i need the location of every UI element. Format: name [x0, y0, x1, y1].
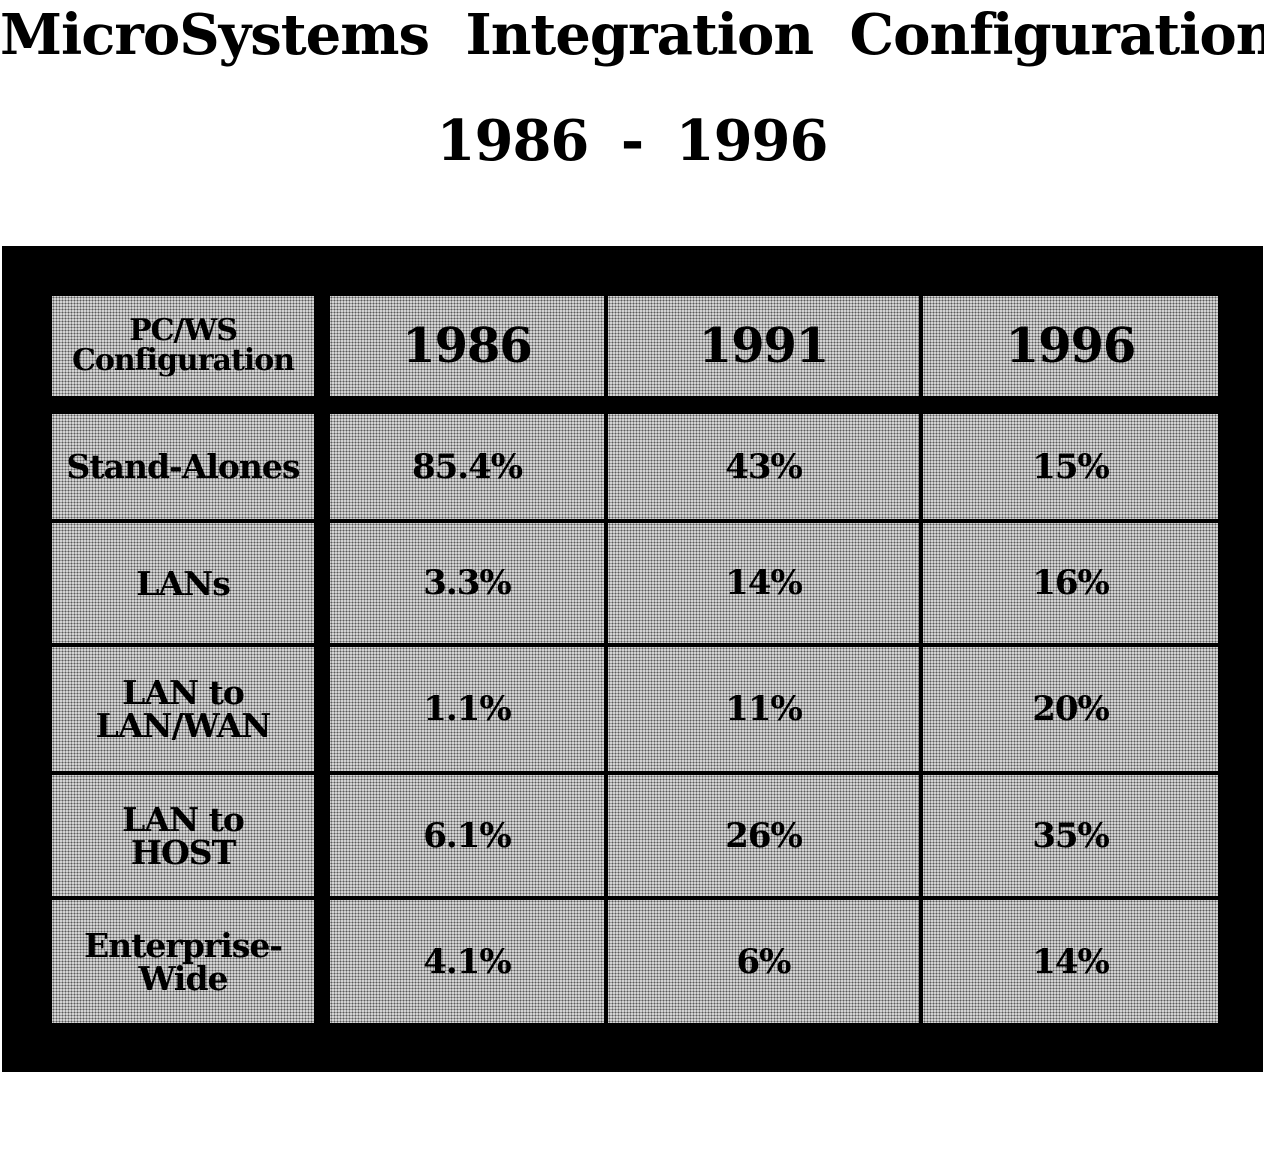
configuration-table: PC/WS Configuration 1986 1991 1996 Stand…	[52, 296, 1218, 1023]
column-divider	[324, 296, 330, 1023]
table-cell: 6%	[608, 900, 919, 1023]
row-divider	[52, 771, 1218, 775]
table-cell: 35%	[923, 775, 1218, 896]
column-divider	[919, 296, 923, 1023]
page-title: MicroSystems Integration Configuration	[0, 2, 1264, 68]
header-label: PC/WS Configuration	[52, 296, 314, 396]
row-divider	[52, 643, 1218, 647]
row-divider	[52, 396, 1218, 401]
column-header: 1986	[330, 296, 604, 396]
row-label: LAN to LAN/WAN	[52, 647, 314, 771]
row-divider	[52, 406, 1218, 414]
table-cell: 4.1%	[330, 900, 604, 1023]
table-cell: 14%	[923, 900, 1218, 1023]
column-divider	[314, 296, 319, 1023]
table-cell: 20%	[923, 647, 1218, 771]
table-cell: 43%	[608, 414, 919, 519]
table-cell: 16%	[923, 523, 1218, 643]
row-label: Enterprise-Wide	[52, 900, 314, 1023]
row-divider	[52, 896, 1218, 900]
row-label: LAN to HOST	[52, 775, 314, 896]
table-cell: 26%	[608, 775, 919, 896]
table-cell: 3.3%	[330, 523, 604, 643]
page-subtitle: 1986 - 1996	[436, 108, 829, 174]
column-header: 1996	[923, 296, 1218, 396]
row-label: LANs	[52, 523, 314, 643]
column-header: 1991	[608, 296, 919, 396]
row-label: Stand-Alones	[52, 414, 314, 519]
table-cell: 6.1%	[330, 775, 604, 896]
row-divider	[52, 519, 1218, 523]
column-divider	[604, 296, 608, 1023]
table-cell: 14%	[608, 523, 919, 643]
table-cell: 85.4%	[330, 414, 604, 519]
table-cell: 15%	[923, 414, 1218, 519]
table-cell: 1.1%	[330, 647, 604, 771]
table-cell: 11%	[608, 647, 919, 771]
